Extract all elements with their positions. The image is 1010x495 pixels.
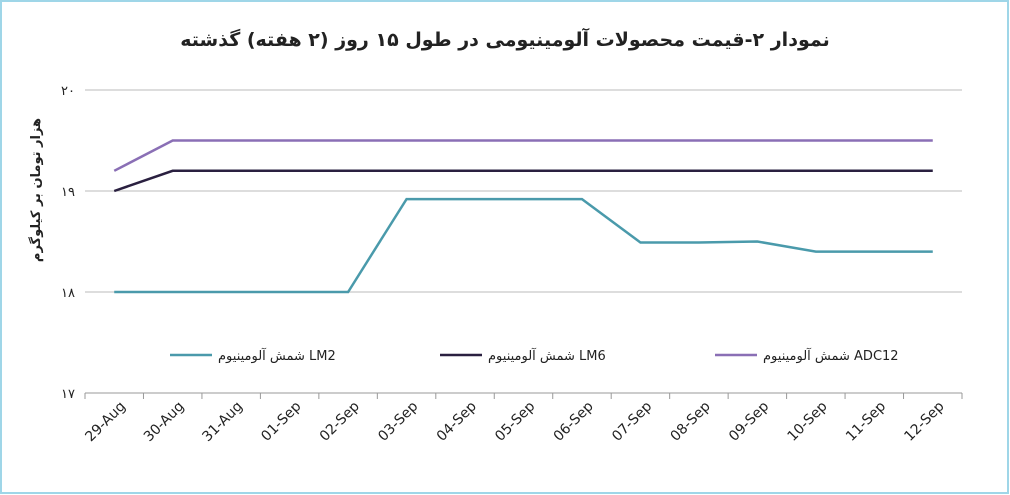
- y-tick-label: ۱۷: [61, 387, 75, 402]
- legend-label: شمش آلومینیوم ADC12: [763, 347, 899, 364]
- series-line: [114, 197, 933, 294]
- legend-label: شمش آلومینیوم LM2: [218, 347, 336, 364]
- chart-title: نمودار ۲-قیمت محصولات آلومینیومی در طول …: [180, 27, 829, 51]
- y-tick-label: ۲۰: [61, 84, 75, 99]
- y-tick-label: ۱۸: [61, 286, 75, 301]
- legend-label: شمش آلومینیوم LM6: [488, 347, 606, 364]
- series-line: [113, 169, 933, 193]
- series-line: [113, 139, 933, 172]
- y-axis-label: هزار تومان بر کیلوگرم: [28, 118, 44, 262]
- y-tick-label: ۱۹: [61, 185, 75, 200]
